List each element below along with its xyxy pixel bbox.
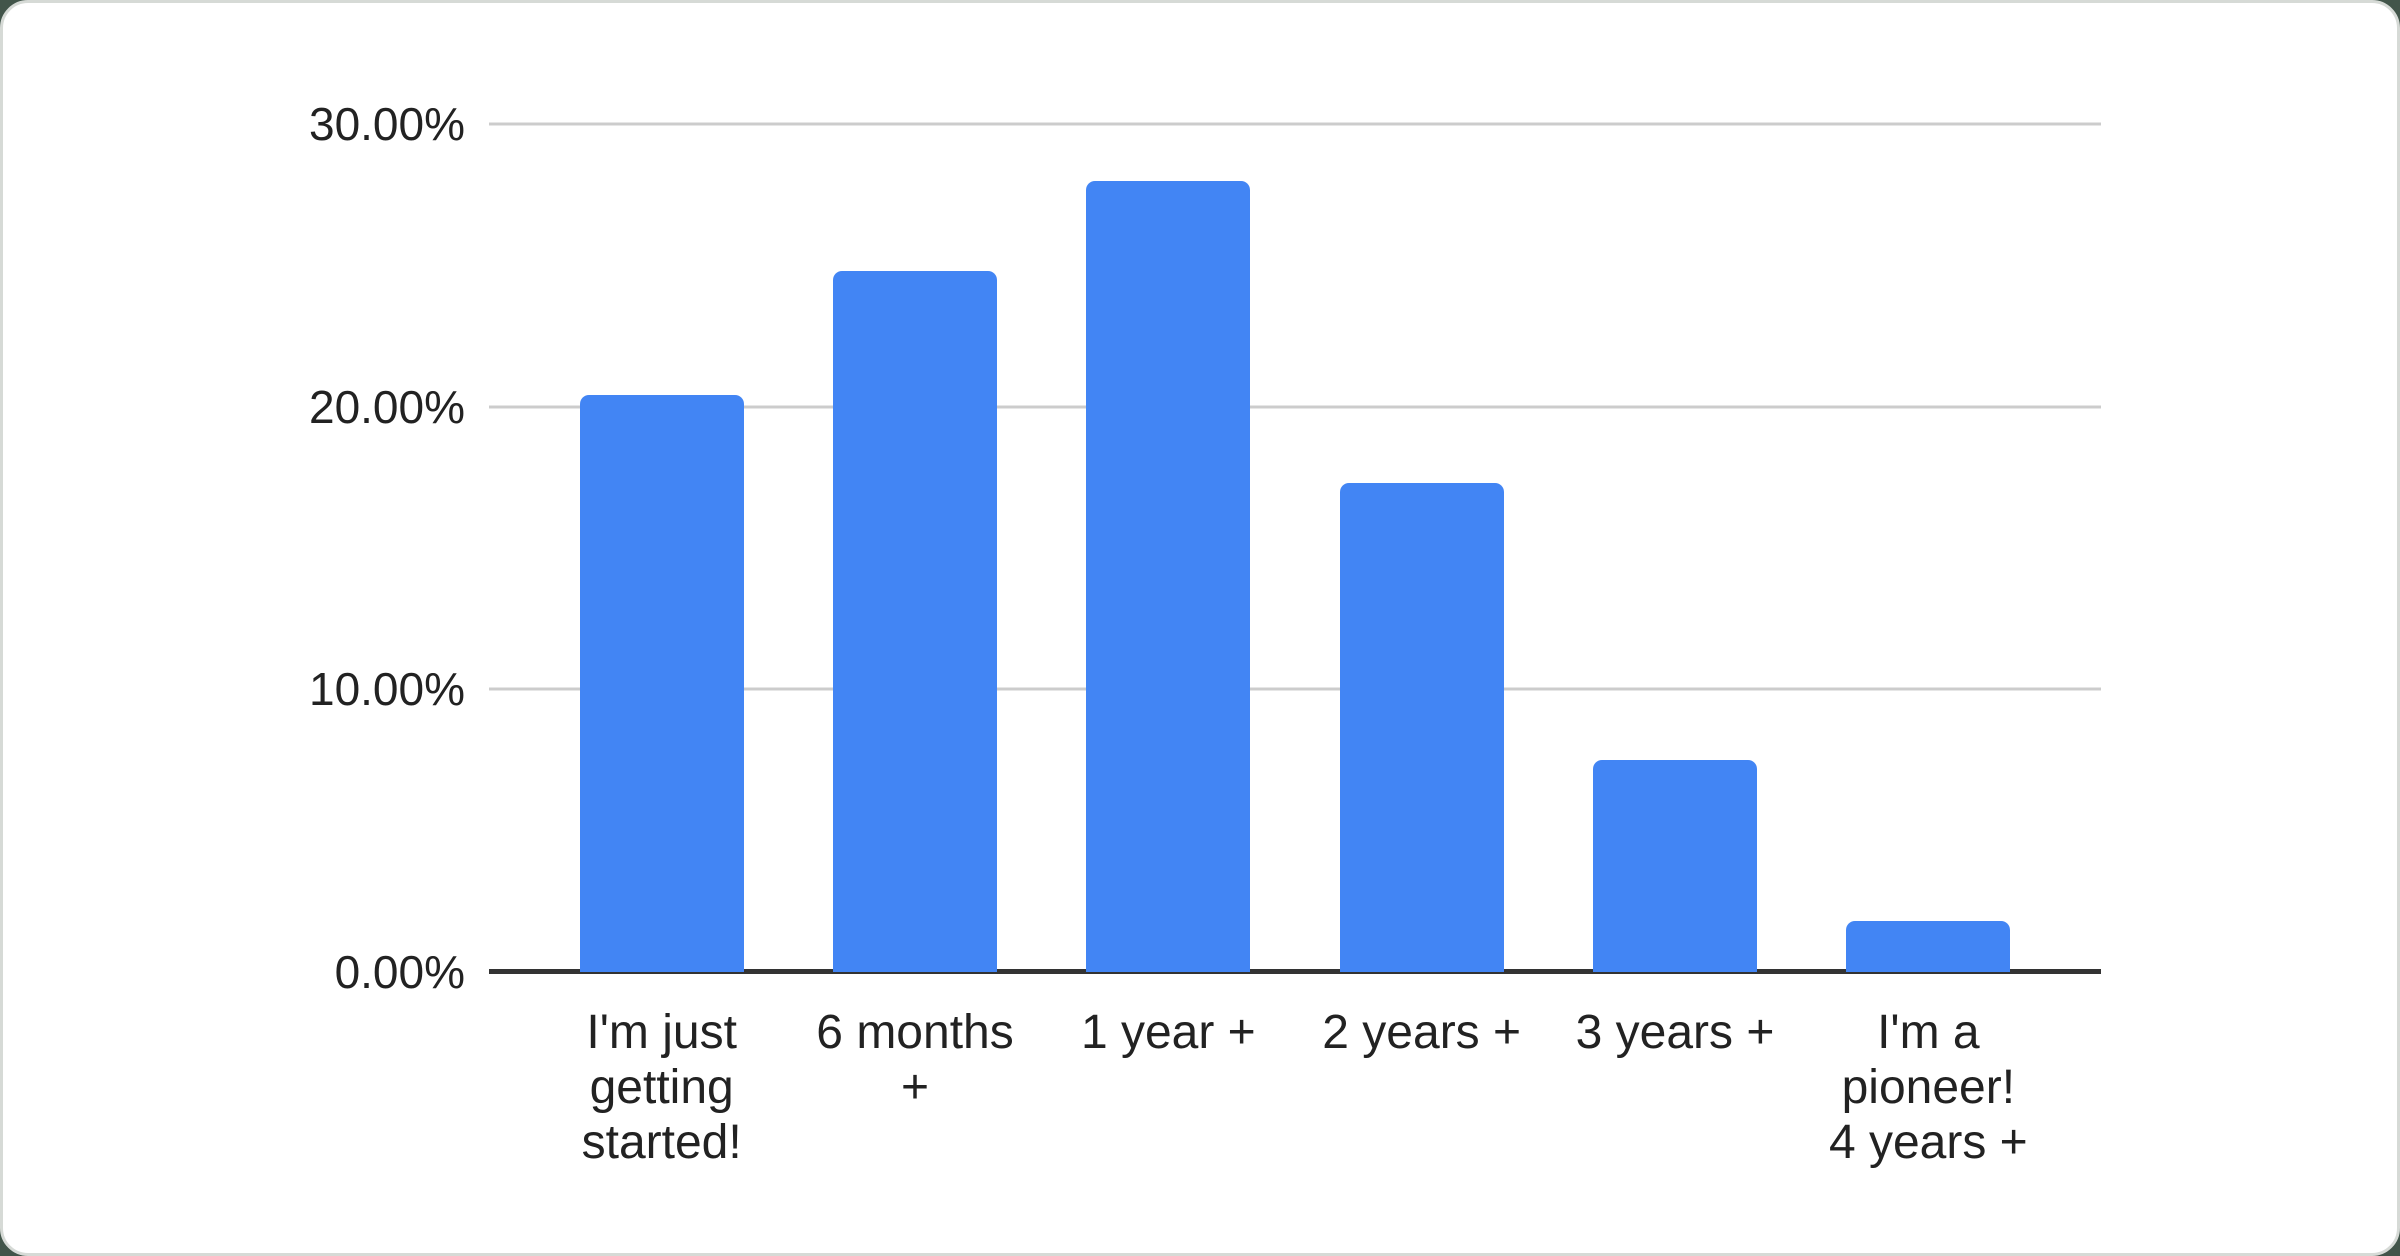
gridline-10 — [489, 687, 2101, 691]
x-axis-label-line: pioneer! — [1841, 1061, 2016, 1114]
x-axis-label-0: I'm just getting started! — [512, 1005, 812, 1170]
x-axis-label-line: + — [900, 1061, 930, 1114]
y-axis-tick-label-1: 10.00% — [308, 663, 465, 716]
x-axis-label-line: I'm just — [586, 1006, 737, 1059]
x-axis-label-line: 1 year + — [1080, 1006, 1256, 1059]
bar-3[interactable] — [1339, 483, 1504, 972]
x-axis-label-line: 3 years + — [1575, 1006, 1775, 1059]
bar-2[interactable] — [1086, 180, 1251, 972]
bar-5[interactable] — [1846, 921, 2011, 972]
x-axis-label-1: 6 months + — [765, 1005, 1065, 1115]
x-axis-label-line: 6 months — [816, 1006, 1014, 1059]
x-axis-label-3: 2 years + — [1272, 1005, 1572, 1060]
y-axis-tick-label-0: 0.00% — [334, 946, 465, 998]
plot-area: 0.00% 10.00% 20.00% 30.00% I'm just getting st… — [309, 98, 2101, 1169]
x-axis-label-line: 2 years + — [1322, 1006, 1522, 1059]
x-axis-label-line: getting — [589, 1061, 734, 1114]
x-axis-label-line: started! — [581, 1116, 742, 1169]
x-axis-label-5: I'm a pioneer! 4 years + — [1778, 1005, 2078, 1170]
bar-0[interactable] — [579, 395, 744, 972]
x-axis-label-line: 4 years + — [1828, 1116, 2028, 1169]
bar-4[interactable] — [1593, 760, 1757, 972]
x-axis-label-2: 1 year + — [1018, 1005, 1318, 1060]
y-axis-tick-label-2: 20.00% — [308, 380, 465, 433]
gridline-30 — [489, 122, 2101, 126]
x-axis-label-4: 3 years + — [1525, 1005, 1825, 1060]
y-axis-tick-label-3: 30.00% — [308, 98, 465, 150]
x-axis-label-line: I'm a — [1877, 1006, 1980, 1059]
gridline-20 — [489, 405, 2101, 409]
bar-1[interactable] — [833, 271, 997, 972]
x-axis-line — [489, 969, 2101, 974]
